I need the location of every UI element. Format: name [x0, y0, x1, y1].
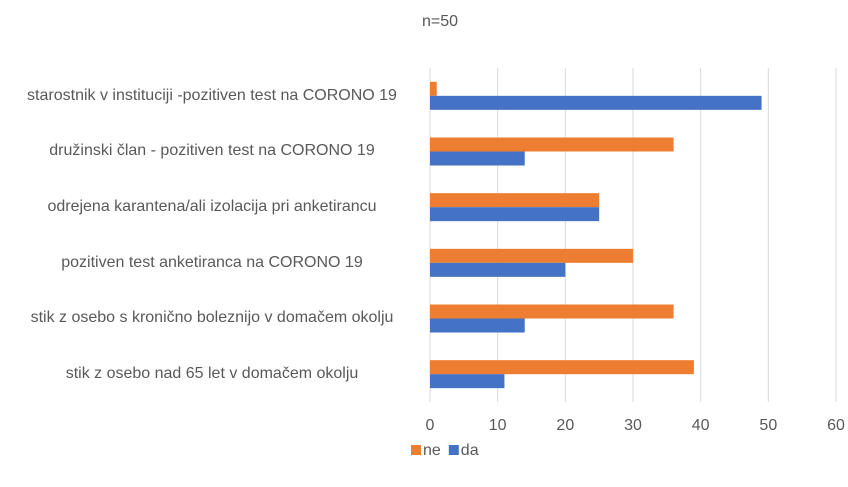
y-tick-label: odrejena karantena/ali izolacija pri ank…	[47, 198, 377, 216]
bar	[430, 151, 525, 166]
y-tick-label: stik z osebo s kronično boleznijo v doma…	[30, 309, 394, 327]
y-tick-label: pozitiven test anketiranca na CORONO 19	[61, 253, 363, 271]
bar	[430, 374, 505, 389]
bar	[430, 262, 566, 277]
legend-swatch	[411, 445, 421, 455]
y-tick-label: starostnik v instituciji -pozitiven test…	[27, 86, 397, 104]
x-tick-label: 0	[426, 417, 435, 434]
bar	[430, 95, 762, 110]
legend-swatch	[448, 445, 459, 455]
chart-title: n=50	[422, 13, 458, 30]
y-tick-label: stik z osebo nad 65 let v domačem okolju	[65, 365, 359, 383]
bar	[430, 360, 694, 375]
bar	[430, 304, 674, 319]
bar	[430, 207, 600, 222]
bar	[430, 81, 437, 96]
bar	[430, 248, 633, 263]
x-tick-label: 20	[556, 417, 574, 434]
x-tick-label: 30	[624, 417, 642, 434]
x-tick-label: 60	[827, 417, 845, 434]
bar	[430, 137, 674, 152]
x-tick-label: 10	[489, 417, 507, 434]
bar	[430, 318, 525, 333]
y-tick-label: družinski član - pozitiven test na CORON…	[49, 142, 375, 160]
bar	[430, 193, 600, 208]
x-tick-label: 50	[759, 417, 777, 434]
legend-label: ne	[423, 442, 441, 459]
legend-label: da	[461, 442, 479, 459]
x-tick-label: 40	[692, 417, 710, 434]
